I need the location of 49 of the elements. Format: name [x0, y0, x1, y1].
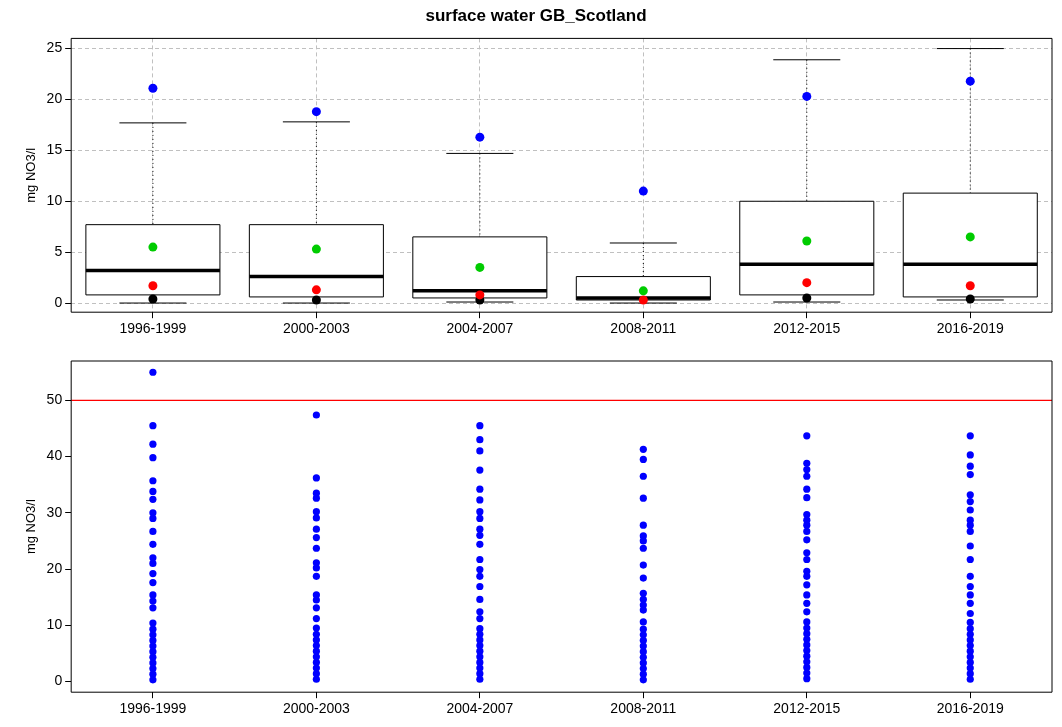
y-tick-label: 0 [54, 672, 63, 689]
y-axis-title: mg NO3/l [23, 499, 39, 555]
point [965, 294, 975, 304]
y-tick-label: 15 [46, 141, 63, 158]
point [965, 281, 975, 291]
x-tick-label: 2012-2015 [773, 320, 841, 337]
point [475, 262, 485, 272]
x-tick-label: 1996-1999 [119, 700, 187, 717]
point [148, 242, 158, 252]
y-tick-label: 10 [46, 616, 63, 633]
point [802, 91, 812, 101]
point [311, 107, 321, 117]
point [965, 232, 975, 242]
point [802, 278, 812, 288]
x-tick-label: 2004-2007 [446, 320, 514, 337]
x-tick-label: 2016-2019 [936, 700, 1004, 717]
y-tick-label: 40 [46, 447, 63, 464]
point [638, 295, 648, 305]
x-tick-label: 2000-2003 [282, 700, 351, 717]
y-tick-label: 30 [46, 503, 63, 520]
point [148, 294, 158, 304]
point [311, 244, 321, 254]
y-tick-label: 25 [46, 39, 63, 56]
point [311, 285, 321, 295]
x-tick-label: 2000-2003 [282, 320, 351, 337]
y-axis-title: mg NO3/l [23, 147, 39, 203]
point [475, 290, 485, 300]
y-tick-label: 10 [46, 192, 63, 209]
y-tick-label: 50 [46, 391, 63, 408]
point [148, 83, 158, 93]
y-tick-label: 20 [46, 559, 63, 576]
x-tick-label: 2008-2011 [610, 320, 677, 337]
point [148, 281, 158, 291]
y-tick-label: 0 [54, 293, 63, 310]
x-tick-label: 2008-2011 [610, 700, 677, 717]
x-tick-label: 2012-2015 [773, 700, 841, 717]
point [475, 132, 485, 142]
point [311, 295, 321, 305]
y-tick-label: 20 [46, 90, 63, 107]
chart-title: surface water GB_Scotland [425, 5, 647, 25]
point [638, 186, 648, 196]
x-tick-label: 2004-2007 [446, 700, 514, 717]
point [802, 236, 812, 246]
point [965, 76, 975, 86]
x-tick-label: 1996-1999 [119, 320, 187, 337]
y-tick-label: 5 [54, 243, 63, 260]
x-tick-label: 2016-2019 [936, 320, 1004, 337]
point [802, 293, 812, 303]
point [638, 286, 648, 296]
